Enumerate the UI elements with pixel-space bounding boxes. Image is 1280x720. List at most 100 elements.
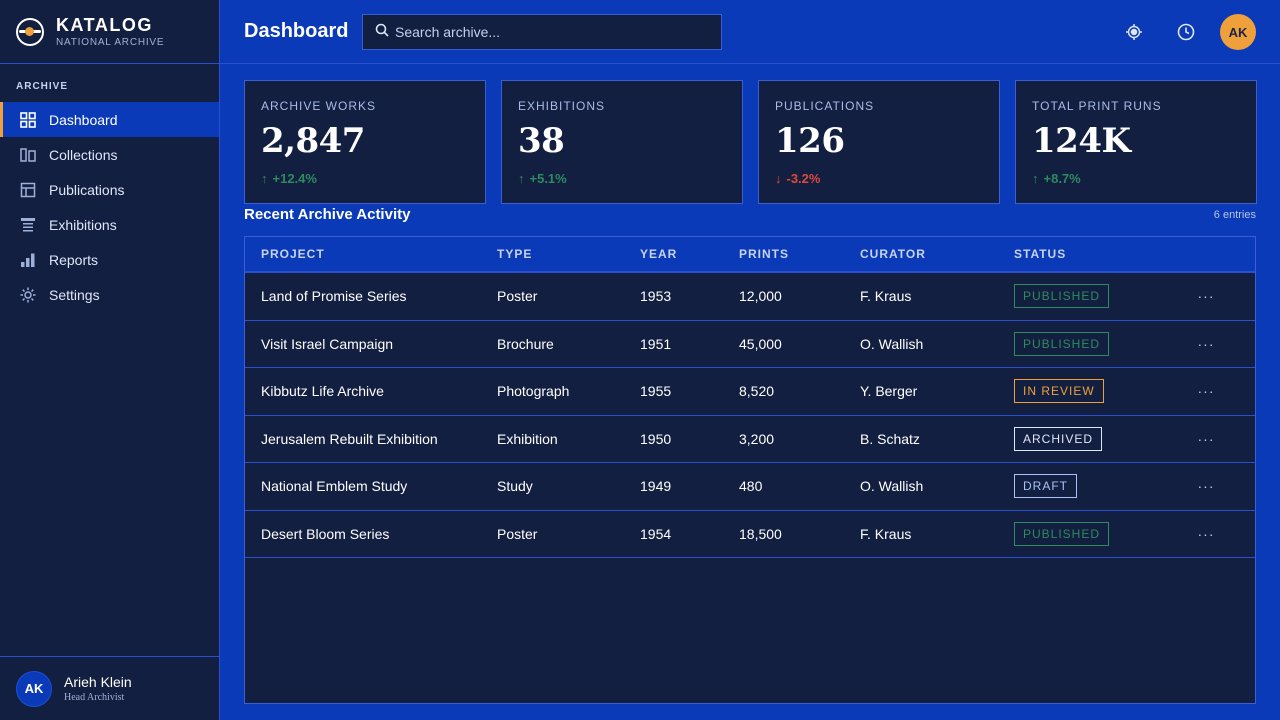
table-row[interactable]: Visit Israel Campaign Brochure 1951 45,000 O… xyxy=(245,321,1255,368)
user-name: Arieh Klein xyxy=(64,674,132,690)
gear-icon xyxy=(20,287,36,303)
prints-cell: 18,500 xyxy=(739,525,782,542)
more-options-icon[interactable]: ··· xyxy=(1197,335,1215,352)
year-cell: 1950 xyxy=(640,430,672,447)
search-icon xyxy=(375,23,389,42)
type-cell: Exhibition xyxy=(497,430,558,447)
more-options-icon[interactable]: ··· xyxy=(1197,478,1215,495)
sidebar-item-exhibitions[interactable]: Exhibitions xyxy=(0,207,219,242)
table-row[interactable]: Desert Bloom Series Poster 1954 18,500 F. Kr… xyxy=(245,511,1255,558)
exhibitions-icon xyxy=(20,217,36,233)
sidebar-item-label: Settings xyxy=(49,286,100,303)
brand[interactable]: KATALOG NATIONAL ARCHIVE xyxy=(0,0,219,64)
year-cell: 1953 xyxy=(640,288,672,305)
stat-value: 126 xyxy=(775,121,845,161)
more-options-icon[interactable]: ··· xyxy=(1197,383,1215,400)
column-header-project[interactable]: PROJECT xyxy=(261,247,325,261)
header-avatar[interactable]: AK xyxy=(1220,14,1256,50)
sidebar-item-reports[interactable]: Reports xyxy=(0,242,219,277)
stat-card-print-runs: TOTAL PRINT RUNS 124K ↑ +8.7% xyxy=(1015,80,1257,204)
column-header-year[interactable]: YEAR xyxy=(640,247,678,261)
status-badge: PUBLISHED xyxy=(1014,331,1110,356)
type-cell: Poster xyxy=(497,525,538,542)
clock-icon[interactable] xyxy=(1176,22,1196,42)
activity-table: PROJECT TYPE YEAR PRINTS CURATOR STATUS … xyxy=(244,236,1256,704)
stat-label: PUBLICATIONS xyxy=(775,99,875,113)
year-cell: 1955 xyxy=(640,383,672,400)
table-row[interactable]: Land of Promise Series Poster 1953 12,000 F.… xyxy=(245,273,1255,321)
top-header: Dashboard AK xyxy=(220,0,1280,64)
sidebar-item-label: Dashboard xyxy=(49,111,118,128)
stat-value: 38 xyxy=(518,121,565,161)
app-name: KATALOG xyxy=(56,15,153,35)
stat-value: 2,847 xyxy=(261,121,365,161)
nav-section-label: ARCHIVE xyxy=(16,81,69,92)
stat-card-exhibitions: EXHIBITIONS 38 ↑ +5.1% xyxy=(501,80,743,204)
status-badge: IN REVIEW xyxy=(1014,379,1104,404)
search-input[interactable] xyxy=(395,24,695,40)
locate-icon[interactable] xyxy=(1124,22,1144,42)
column-header-type[interactable]: TYPE xyxy=(497,247,533,261)
prints-cell: 480 xyxy=(739,478,763,495)
more-options-icon[interactable]: ··· xyxy=(1197,525,1215,542)
prints-cell: 8,520 xyxy=(739,383,775,400)
column-header-status[interactable]: STATUS xyxy=(1014,247,1067,261)
curator-cell: F. Kraus xyxy=(860,288,912,305)
project-cell: Visit Israel Campaign xyxy=(261,335,394,352)
column-header-prints[interactable]: PRINTS xyxy=(739,247,790,261)
curator-cell: F. Kraus xyxy=(860,525,912,542)
status-badge: PUBLISHED xyxy=(1014,284,1110,309)
more-options-icon[interactable]: ··· xyxy=(1197,430,1215,447)
user-profile[interactable]: AK Arieh Klein Head Archivist xyxy=(0,656,219,720)
type-cell: Study xyxy=(497,478,533,495)
project-cell: Kibbutz Life Archive xyxy=(261,383,384,400)
project-cell: Desert Bloom Series xyxy=(261,525,390,542)
year-cell: 1954 xyxy=(640,525,672,542)
column-header-curator[interactable]: CURATOR xyxy=(860,247,926,261)
stat-card-archive-works: ARCHIVE WORKS 2,847 ↑ +12.4% xyxy=(244,80,486,204)
arrow-down-icon: ↓ xyxy=(775,171,782,186)
table-header: PROJECT TYPE YEAR PRINTS CURATOR STATUS xyxy=(245,237,1255,273)
more-options-icon[interactable]: ··· xyxy=(1197,288,1215,305)
prints-cell: 45,000 xyxy=(739,335,782,352)
collections-icon xyxy=(20,147,36,163)
stat-card-publications: PUBLICATIONS 126 ↓ -3.2% xyxy=(758,80,1000,204)
stat-label: ARCHIVE WORKS xyxy=(261,99,377,113)
status-badge: ARCHIVED xyxy=(1014,426,1103,451)
project-cell: Jerusalem Rebuilt Exhibition xyxy=(261,430,438,447)
bar-chart-icon xyxy=(20,252,36,268)
curator-cell: O. Wallish xyxy=(860,478,924,495)
sidebar-item-publications[interactable]: Publications xyxy=(0,172,219,207)
entry-count: 6 entries xyxy=(1213,209,1256,221)
sidebar-item-settings[interactable]: Settings xyxy=(0,277,219,312)
status-badge: PUBLISHED xyxy=(1014,521,1110,546)
prints-cell: 3,200 xyxy=(739,430,775,447)
stat-label: EXHIBITIONS xyxy=(518,99,606,113)
search-box[interactable] xyxy=(362,14,722,50)
table-row[interactable]: National Emblem Study Study 1949 480 O. Wall… xyxy=(245,463,1255,511)
type-cell: Photograph xyxy=(497,383,570,400)
arrow-up-icon: ↑ xyxy=(261,171,268,186)
type-cell: Poster xyxy=(497,288,538,305)
sidebar-item-dashboard[interactable]: Dashboard xyxy=(0,102,219,137)
stat-delta: ↑ +5.1% xyxy=(518,171,726,186)
status-badge: DRAFT xyxy=(1014,474,1077,499)
curator-cell: O. Wallish xyxy=(860,335,924,352)
publications-icon xyxy=(20,182,36,198)
arrow-up-icon: ↑ xyxy=(1032,171,1039,186)
stat-delta-value: +8.7% xyxy=(1043,171,1081,186)
sidebar-item-label: Publications xyxy=(49,181,125,198)
type-cell: Brochure xyxy=(497,335,554,352)
curator-cell: B. Schatz xyxy=(860,430,920,447)
sidebar-item-label: Collections xyxy=(49,146,118,163)
year-cell: 1949 xyxy=(640,478,672,495)
table-row[interactable]: Kibbutz Life Archive Photograph 1955 8,520 Y… xyxy=(245,368,1255,416)
table-row[interactable]: Jerusalem Rebuilt Exhibition Exhibition 19… xyxy=(245,416,1255,463)
user-role: Head Archivist xyxy=(64,692,125,703)
stat-delta: ↑ +12.4% xyxy=(261,171,469,186)
arrow-up-icon: ↑ xyxy=(518,171,525,186)
sidebar-item-collections[interactable]: Collections xyxy=(0,137,219,172)
app-subtitle: NATIONAL ARCHIVE xyxy=(56,37,165,48)
stat-delta-value: -3.2% xyxy=(786,171,821,186)
grid-icon xyxy=(20,111,36,128)
